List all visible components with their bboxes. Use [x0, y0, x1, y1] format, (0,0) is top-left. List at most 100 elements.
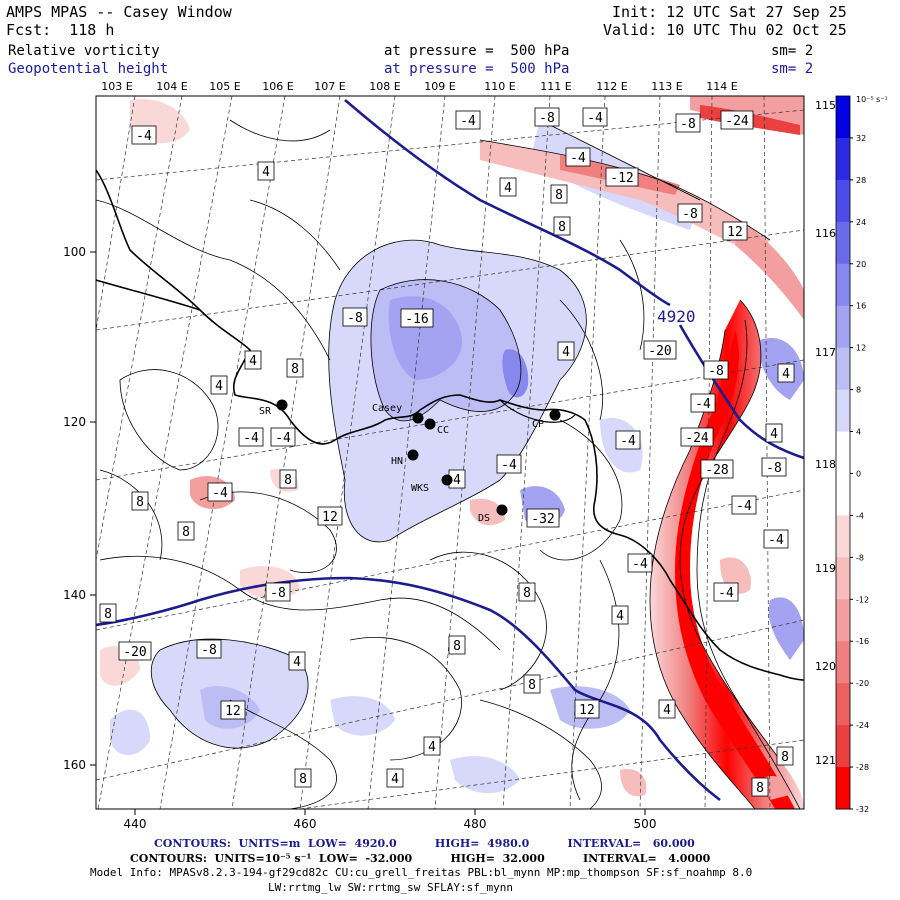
y-tick-label: 160 — [63, 758, 86, 772]
vort-label: 4 — [428, 740, 436, 755]
vort-label-box — [731, 495, 757, 515]
field2-smooth: sm= 2 — [771, 61, 814, 77]
vort-label-box — [720, 110, 754, 130]
model-info-line1: Model Info: MPASv8.2.3-194-gf29cd82c CU:… — [90, 866, 753, 879]
vort-label-box — [294, 768, 312, 788]
field2-level: at pressure = 500 hPa — [384, 61, 570, 77]
station-label: CC — [437, 425, 449, 436]
station-label: HN — [391, 456, 403, 467]
colorbar-tick-label: 12 — [856, 344, 866, 353]
vort-label-box — [99, 603, 117, 623]
vort-label-box — [677, 203, 703, 223]
colorbar-swatch — [836, 557, 850, 600]
colorbar-tick-label: -32 — [856, 805, 869, 814]
lat-lon-grid — [96, 96, 804, 809]
station-dot — [412, 412, 424, 424]
vort-label-box — [286, 358, 304, 378]
y-tick-label: 100 — [63, 245, 86, 259]
vort-label-box — [400, 308, 434, 328]
vort-label: 4 — [453, 473, 461, 488]
vort-label: 12 — [727, 225, 743, 240]
vort-label: -32 — [531, 512, 554, 527]
top-lon-label: 105 E — [209, 80, 240, 93]
vort-label-box — [279, 469, 297, 489]
vort-label: -4 — [275, 431, 291, 446]
vort-label: 4 — [293, 655, 301, 670]
vort-label: 12 — [225, 704, 241, 719]
colorbar-swatch — [836, 389, 850, 433]
vort-label: -4 — [695, 397, 711, 412]
vort-label: -8 — [766, 461, 782, 476]
colorbar-swatch — [836, 641, 850, 684]
colorbar-tick-label: -28 — [856, 763, 869, 772]
top-lon-label: 103 E — [101, 80, 132, 93]
vort-label: 8 — [523, 586, 531, 601]
vorticity-field — [96, 96, 804, 809]
colorbar-tick-label: 16 — [856, 302, 866, 311]
field1-smooth: sm= 2 — [771, 43, 814, 59]
vort-label: -28 — [705, 463, 728, 478]
field1-level: at pressure = 500 hPa — [384, 43, 570, 59]
vort-label-box — [534, 107, 560, 127]
vort-label-box — [499, 177, 517, 197]
colorbar-swatch — [836, 96, 850, 139]
vort-label-box — [703, 360, 729, 380]
vorticity-contours — [96, 119, 801, 809]
vort-label: 8 — [104, 607, 112, 622]
vort-label-box — [777, 363, 795, 383]
colorbar-swatch — [836, 767, 850, 810]
vort-label-box — [615, 430, 641, 450]
top-lon-label: 112 E — [596, 80, 627, 93]
station-dot — [549, 409, 561, 421]
colorbar: 32 28 24 20 16 12 8 4 0 -4 -8 -12 -16 -20 -24 -28 -32 — [835, 95, 869, 814]
colorbar-swatch — [836, 347, 850, 391]
vort-label: -4 — [212, 486, 228, 501]
x-tick-label: 460 — [294, 817, 317, 831]
top-lon-label: 108 E — [369, 80, 400, 93]
vort-label-box — [574, 699, 600, 719]
vort-label: -20 — [648, 344, 671, 359]
colorbar-swatch — [836, 179, 850, 223]
top-lon-label: 109 E — [424, 80, 455, 93]
geopotential-contours — [96, 99, 804, 802]
vort-label: -4 — [136, 129, 152, 144]
colorbar-units: 10⁻⁵ s⁻¹ — [856, 95, 888, 104]
station-label: DS — [478, 513, 490, 524]
colorbar-tick-label: 0 — [856, 469, 861, 478]
vort-label: 4 — [391, 772, 399, 787]
vort-label-box — [131, 125, 157, 145]
top-lon-label: 106 E — [262, 80, 293, 93]
top-lon-label: 114 E — [706, 80, 737, 93]
vort-label-box — [776, 746, 794, 766]
colorbar-swatch — [836, 599, 850, 642]
vort-label-box — [177, 521, 195, 541]
top-lon-label: 104 E — [156, 80, 187, 93]
vort-label: 8 — [291, 362, 299, 377]
x-tick-label: 440 — [124, 817, 147, 831]
colorbar-swatch — [836, 263, 850, 307]
vort-label-box — [550, 184, 568, 204]
model-info-line2: LW:rrtmg_lw SW:rrtmg_sw SFLAY:sf_mynn — [268, 881, 514, 894]
plot-title: AMPS MPAS -- Casey Window — [6, 3, 232, 21]
top-longitude-labels: 103 E 104 E 105 E 106 E 107 E 108 E 109 E 110 E… — [101, 80, 737, 93]
vort-label: -4 — [620, 434, 636, 449]
vort-label-box — [265, 582, 291, 602]
height-contour-label: 4920 — [657, 307, 696, 326]
coastline — [96, 169, 804, 681]
vort-label-box — [342, 307, 368, 327]
vort-label: 8 — [284, 473, 292, 488]
colorbar-swatch — [836, 305, 850, 349]
height-contour-info: CONTOURS: UNITS=m LOW= 4920.0 HIGH= 4980… — [154, 837, 695, 850]
vort-label: -4 — [460, 114, 476, 129]
vort-label: -4 — [632, 557, 648, 572]
top-lon-label: 111 E — [540, 80, 571, 93]
vort-label-box — [523, 674, 541, 694]
y-tick-label: 140 — [63, 588, 86, 602]
vort-label: -12 — [610, 171, 633, 186]
vort-label-box — [611, 605, 629, 625]
vort-label: -16 — [405, 312, 428, 327]
plot-frame — [95, 95, 805, 810]
forecast-hour: Fcst: 118 h — [6, 21, 115, 39]
vort-label: -4 — [570, 151, 586, 166]
